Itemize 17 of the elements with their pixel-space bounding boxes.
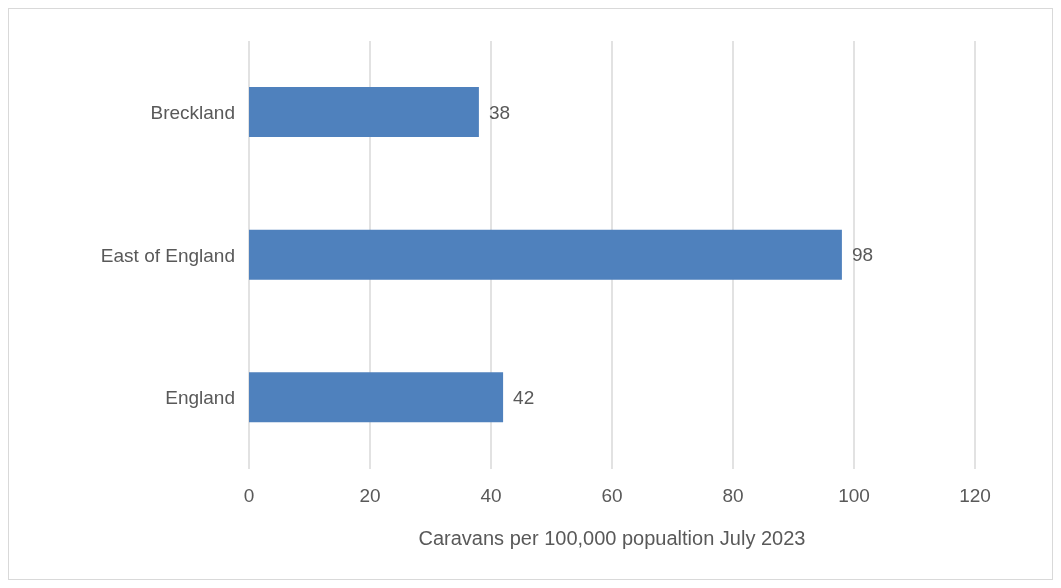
y-tick-label: East of England	[100, 244, 235, 266]
y-tick-label: Breckland	[150, 102, 235, 124]
x-tick-label: 20	[359, 485, 381, 507]
x-axis-title: Caravans per 100,000 popualtion July 2023	[418, 527, 806, 549]
x-tick-label: 100	[838, 485, 870, 507]
y-tick-label: England	[165, 387, 235, 409]
x-tick-label: 80	[722, 485, 744, 507]
x-tick-label: 120	[959, 485, 991, 507]
data-label: 98	[851, 244, 874, 266]
bar	[249, 372, 504, 423]
bar	[249, 229, 842, 280]
x-tick-label: 60	[601, 485, 623, 507]
data-label: 42	[513, 387, 535, 409]
x-tick-label: 0	[243, 485, 255, 507]
bar	[249, 87, 479, 137]
x-tick-label: 40	[480, 485, 502, 507]
data-label: 38	[488, 101, 511, 123]
